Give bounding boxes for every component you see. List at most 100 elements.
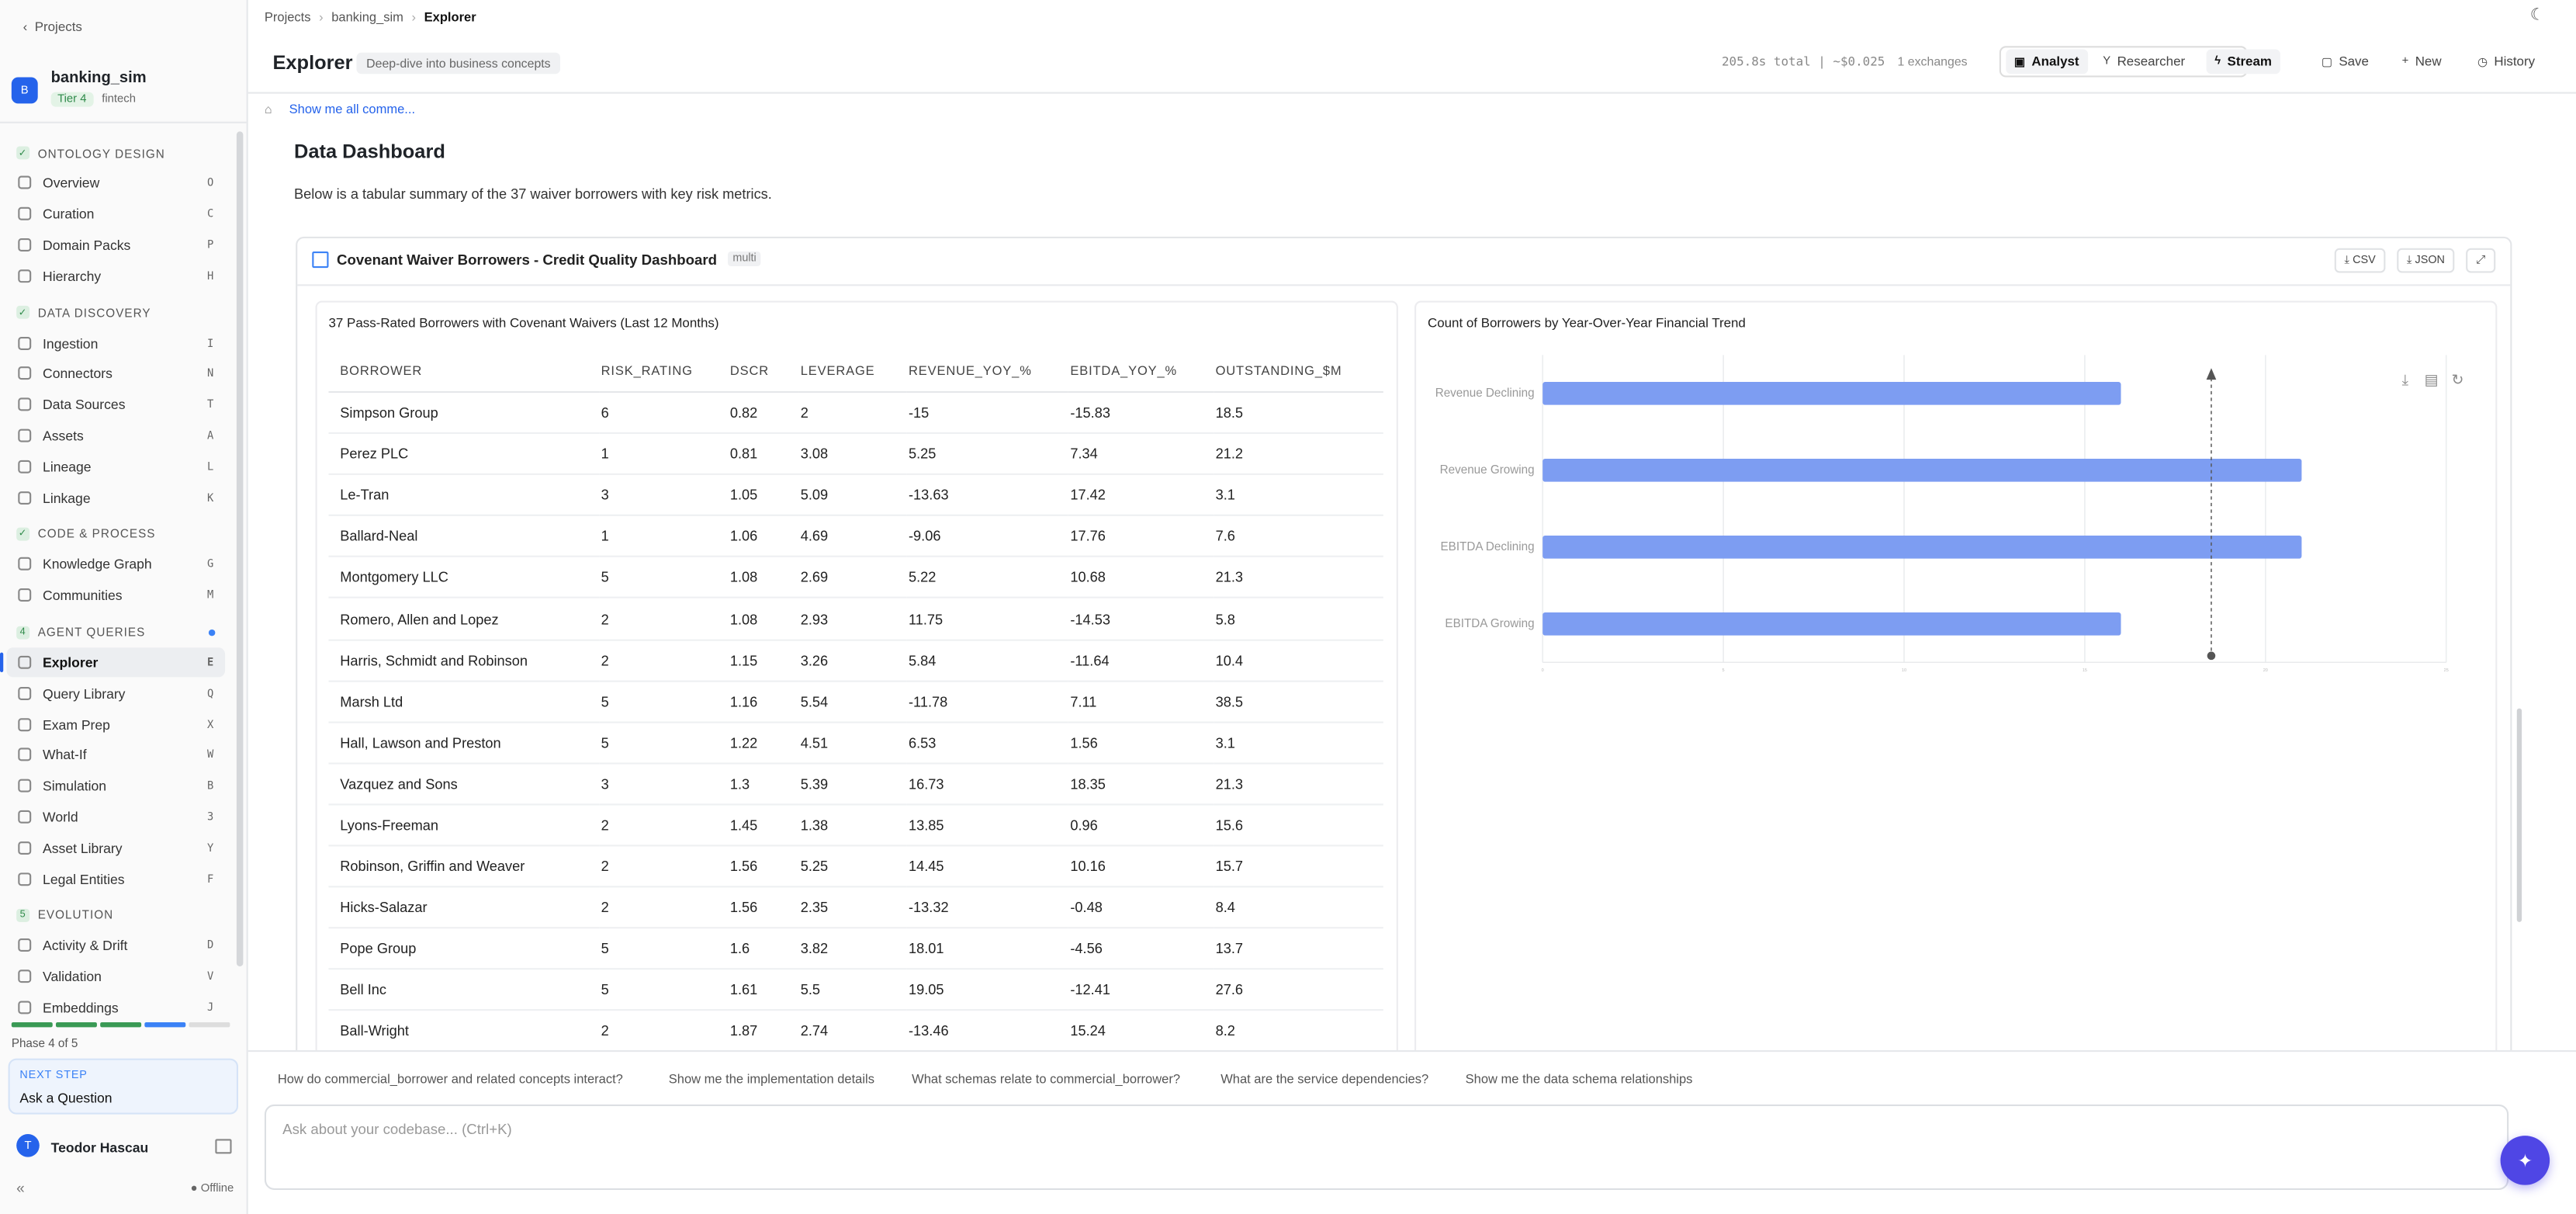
nav-label[interactable]: Simulation [43, 777, 107, 794]
crumb[interactable]: Projects [264, 9, 311, 25]
table-cell: 8.2 [1214, 1010, 1383, 1050]
exchanges: 1 exchanges [1897, 54, 1968, 69]
nav-item[interactable]: What-If W [0, 740, 232, 771]
nav-item[interactable]: Legal Entities F [0, 863, 232, 894]
mode-button[interactable]: Y Researcher [2095, 50, 2193, 75]
chart: 0 5 10 15 20 25 Revenue Declining Revenue Growi… [1435, 355, 2464, 673]
nav-label[interactable]: Overview [43, 175, 100, 192]
nav-label[interactable]: Lineage [43, 458, 92, 475]
mode-button[interactable]: ϟ Stream [2206, 49, 2280, 75]
nav-item[interactable]: Query Library Q [0, 678, 232, 709]
nav-label[interactable]: Embeddings [43, 999, 119, 1016]
suggestion-chip[interactable]: What are the service dependencies? [1220, 1071, 1429, 1087]
divider [297, 284, 2511, 286]
mode-label[interactable]: Researcher [2117, 54, 2186, 69]
expand-button[interactable]: ⤢ [2466, 248, 2496, 273]
query-link[interactable]: Show me all comme... [289, 102, 416, 117]
nav-label[interactable]: Ingestion [43, 335, 99, 352]
table-cell: 13.85 [906, 804, 1069, 847]
phase-bar [11, 1021, 230, 1028]
next-step-text[interactable]: Ask a Question [19, 1089, 113, 1106]
action-label[interactable]: History [2494, 54, 2536, 69]
nav-label[interactable]: Explorer [43, 654, 99, 671]
nav-label[interactable]: What-If [43, 747, 87, 764]
logout-button[interactable] [215, 1139, 232, 1154]
collapse-button[interactable]: « [16, 1180, 25, 1197]
nav-label[interactable]: Communities [43, 587, 123, 604]
table-cell: 3.1 [1214, 722, 1383, 765]
suggestion-chip[interactable]: How do commercial_borrower and related c… [277, 1071, 623, 1087]
nav-item[interactable]: Exam Prep X [0, 709, 232, 740]
nav-item[interactable]: Asset Library Y [0, 832, 232, 863]
suggestion-chip[interactable]: Show me the data schema relationships [1465, 1071, 1693, 1087]
nav-icon [18, 969, 32, 983]
export-label[interactable]: JSON [2415, 255, 2445, 267]
suggestion-chip[interactable]: Show me the implementation details [668, 1071, 874, 1087]
crumb[interactable]: banking_sim [331, 9, 403, 25]
export-button[interactable]: ⤓ CSV [2334, 248, 2386, 273]
nav-label[interactable]: Connectors [43, 365, 113, 383]
nav-label[interactable]: Hierarchy [43, 267, 102, 284]
chart-tool[interactable]: ↻ [2452, 372, 2464, 388]
assistant-button[interactable]: ✦ [2500, 1136, 2550, 1185]
divider [248, 92, 2576, 94]
mode-button[interactable]: ▣ Analyst [2006, 49, 2088, 75]
table-cell: Marsh Ltd [328, 680, 600, 723]
nav-label[interactable]: Assets [43, 427, 84, 444]
table-cell: 38.5 [1214, 680, 1383, 723]
nav-label[interactable]: Validation [43, 968, 102, 985]
nav-label[interactable]: Domain Packs [43, 236, 131, 254]
nav-item[interactable]: Lineage L [0, 451, 232, 482]
nav-item[interactable]: Validation V [0, 961, 232, 992]
nav-item[interactable]: Communities M [0, 580, 232, 611]
bar [1542, 382, 2121, 405]
action-label[interactable]: Save [2339, 54, 2369, 69]
nav-label[interactable]: Asset Library [43, 839, 123, 856]
back-text[interactable]: Projects [34, 19, 82, 35]
nav-item[interactable]: Linkage K [0, 482, 232, 513]
nav-item[interactable]: Domain Packs P [0, 230, 232, 261]
input-placeholder[interactable]: Ask about your codebase... (Ctrl+K) [282, 1121, 512, 1138]
nav-shortcut: B [206, 779, 214, 793]
nav-label[interactable]: Knowledge Graph [43, 556, 152, 573]
nav-label[interactable]: Curation [43, 206, 95, 223]
back-link[interactable]: ‹ Projects [23, 19, 82, 35]
table-cell: 10.4 [1214, 639, 1383, 682]
nav-label[interactable]: Query Library [43, 685, 126, 702]
export-button[interactable]: ⤓ JSON [2397, 248, 2455, 273]
nav-item[interactable]: Curation C [0, 199, 232, 230]
nav-item[interactable]: Activity & Drift D [0, 930, 232, 961]
nav-item[interactable]: Assets A [0, 420, 232, 451]
table-cell: Hicks-Salazar [328, 886, 600, 929]
nav-item[interactable]: Embeddings J [0, 992, 232, 1016]
chart-tool[interactable]: ▤ [2425, 372, 2439, 388]
nav-item[interactable]: Knowledge Graph G [0, 549, 232, 580]
nav-label[interactable]: Activity & Drift [43, 937, 128, 954]
nav-item[interactable]: Data Sources T [0, 389, 232, 420]
nav-item[interactable]: World 3 [0, 801, 232, 832]
nav-label[interactable]: Legal Entities [43, 870, 125, 887]
table-cell: 2.69 [798, 557, 907, 599]
nav-label[interactable]: Linkage [43, 489, 91, 506]
suggestion-chip[interactable]: What schemas relate to commercial_borrow… [912, 1071, 1181, 1087]
nav-item[interactable]: Hierarchy H [0, 260, 232, 291]
next-step[interactable]: NEXT STEP Ask a Question [8, 1058, 239, 1115]
nav-item[interactable]: Simulation B [0, 771, 232, 802]
nav-item[interactable]: Explorer E [0, 647, 226, 678]
chat-input[interactable]: Ask about your codebase... (Ctrl+K) [264, 1104, 2509, 1190]
nav-label[interactable]: Exam Prep [43, 716, 110, 733]
theme-toggle[interactable]: ☾ [2529, 6, 2545, 25]
action-button[interactable]: ◷ History [2477, 54, 2535, 69]
nav-item[interactable]: Ingestion I [0, 328, 232, 359]
mode-label[interactable]: Stream [2227, 54, 2272, 69]
action-button[interactable]: ▢ Save [2322, 54, 2369, 69]
nav-label[interactable]: Data Sources [43, 396, 126, 413]
nav-label[interactable]: World [43, 808, 78, 825]
export-label[interactable]: CSV [2353, 255, 2376, 267]
nav-item[interactable]: Connectors N [0, 359, 232, 390]
mode-label[interactable]: Analyst [2031, 54, 2079, 69]
chart-tool[interactable]: ⤓ [2402, 372, 2409, 388]
action-label[interactable]: New [2415, 54, 2442, 69]
nav-item[interactable]: Overview O [0, 168, 232, 199]
action-button[interactable]: + New [2402, 54, 2442, 69]
